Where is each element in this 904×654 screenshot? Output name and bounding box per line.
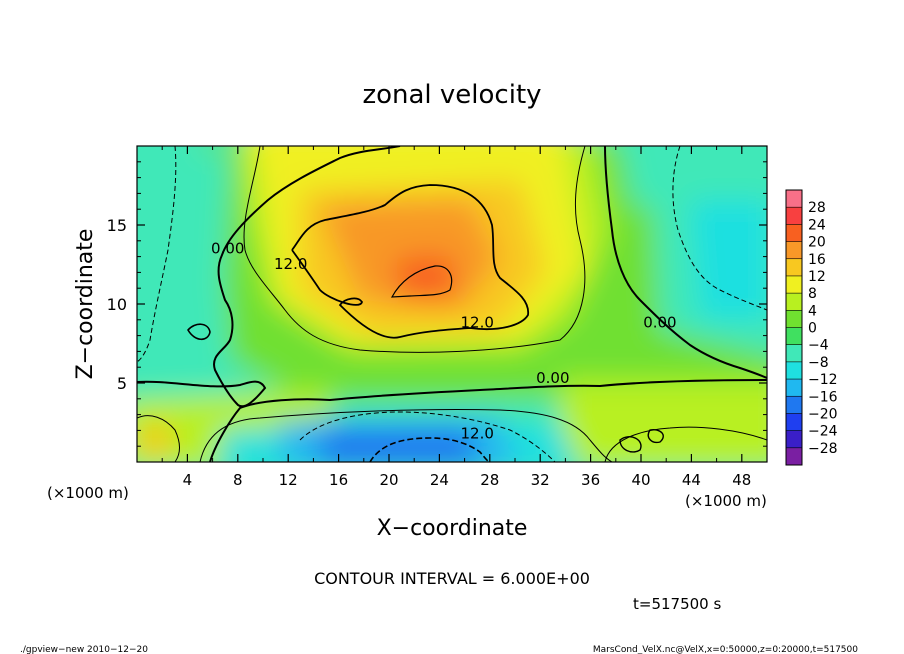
x-tick-label: 44 xyxy=(682,471,701,489)
colorbar-swatch xyxy=(786,190,802,208)
x-tick-label: 32 xyxy=(531,471,550,489)
contour-0-right xyxy=(604,146,767,379)
contour-12-outer xyxy=(291,184,529,339)
colorbar-swatch xyxy=(786,344,802,362)
colorbar-swatch xyxy=(786,224,802,242)
x-tick-label: 8 xyxy=(233,471,243,489)
x-tick-label: 12 xyxy=(279,471,298,489)
x-unit-right: (×1000 m) xyxy=(685,492,767,510)
time-text: t=517500 s xyxy=(633,595,721,613)
y-tick-label: 10 xyxy=(107,295,127,314)
x-axis: 4 8 12 16 20 24 28 32 36 40 44 48 xyxy=(161,146,751,489)
colorbar-swatch xyxy=(786,396,802,414)
x-tick-label: 36 xyxy=(581,471,600,489)
colorbar-label: −8 xyxy=(808,355,829,371)
colorbar-label: 12 xyxy=(808,269,826,285)
contour-lines xyxy=(137,146,767,462)
contour-0-left xyxy=(137,146,401,408)
x-tick-label: 40 xyxy=(631,471,650,489)
colorbar-swatch xyxy=(786,413,802,431)
colorbar-label: −28 xyxy=(808,441,838,457)
contour-neg6-left xyxy=(137,146,177,363)
contour-label: 0.00 xyxy=(643,314,676,332)
colorbar-swatch xyxy=(786,241,802,259)
contour-blob-3 xyxy=(619,436,642,453)
contour-label: 12.0 xyxy=(460,424,493,442)
plot-area: 0.00 12.0 12.0 0.00 0.00 12.0 xyxy=(137,146,767,462)
colorbar-label: 16 xyxy=(808,252,826,268)
contour-6-right-lower xyxy=(604,426,767,462)
heatmap-field xyxy=(137,146,767,462)
y-tick-label: 5 xyxy=(117,374,127,393)
colorbar-swatch xyxy=(786,379,802,397)
contour-label: 12.0 xyxy=(274,255,307,273)
colorbar-swatch xyxy=(786,361,802,380)
contour-12-inner xyxy=(390,265,453,298)
colorbar-label: 0 xyxy=(808,321,817,337)
colorbar-label: −20 xyxy=(808,406,838,422)
contour-blob-1 xyxy=(187,323,211,341)
contour-6-left xyxy=(137,415,180,462)
contour-blob-2 xyxy=(647,428,664,444)
colorbar-swatch xyxy=(786,275,802,294)
contour-neg6-bottom xyxy=(299,411,556,462)
x-tick-label: 4 xyxy=(183,471,193,489)
colorbar-swatch xyxy=(786,310,802,328)
contour-label: 12.0 xyxy=(460,314,493,332)
contour-label: 0.00 xyxy=(536,369,569,387)
footer-right: MarsCond_VelX.nc@VelX,x=0:50000,z=0:2000… xyxy=(593,645,858,654)
contour-neg6-right xyxy=(672,146,767,311)
colorbar-label: −24 xyxy=(808,424,838,440)
colorbar-label: 4 xyxy=(808,303,817,319)
colorbar-swatch xyxy=(786,207,802,225)
contour-6 xyxy=(243,146,586,353)
x-tick-label: 28 xyxy=(480,471,499,489)
colorbar-swatch xyxy=(786,327,802,345)
colorbar-label: 24 xyxy=(808,217,826,233)
colorbar-swatch xyxy=(786,258,802,276)
x-axis-label: X−coordinate xyxy=(377,516,528,541)
x-tick-label: 48 xyxy=(732,471,751,489)
colorbar-label: 28 xyxy=(808,200,826,216)
colorbar-label: 8 xyxy=(808,286,817,302)
x-tick-label: 20 xyxy=(379,471,398,489)
colorbar-label: −4 xyxy=(808,338,829,354)
x-unit-left: (×1000 m) xyxy=(47,484,129,502)
colorbar-swatch xyxy=(786,447,802,465)
x-tick-label: 24 xyxy=(430,471,449,489)
chart-title: zonal velocity xyxy=(362,80,541,110)
y-tick-label: 15 xyxy=(107,216,127,235)
contour-labels: 0.00 12.0 12.0 0.00 0.00 12.0 xyxy=(211,239,677,442)
y-axis-label: Z−coordinate xyxy=(73,229,98,380)
colorbar-swatch xyxy=(786,293,802,311)
colorbar-label: −12 xyxy=(808,372,838,388)
x-tick-label: 16 xyxy=(329,471,348,489)
y-axis: 5 10 15 xyxy=(107,161,767,447)
footer-left: ./gpview−new 2010−12−20 xyxy=(20,645,148,654)
colorbar-label: −16 xyxy=(808,389,838,405)
contour-interval-text: CONTOUR INTERVAL = 6.000E+00 xyxy=(314,569,590,588)
contour-6-lower xyxy=(199,408,613,462)
contour-neg12-bottom xyxy=(369,437,491,462)
contour-label: 0.00 xyxy=(211,239,244,257)
contour-0-left-lower xyxy=(209,379,767,462)
colorbar-label: 20 xyxy=(808,235,826,251)
colorbar-swatch xyxy=(786,430,802,448)
